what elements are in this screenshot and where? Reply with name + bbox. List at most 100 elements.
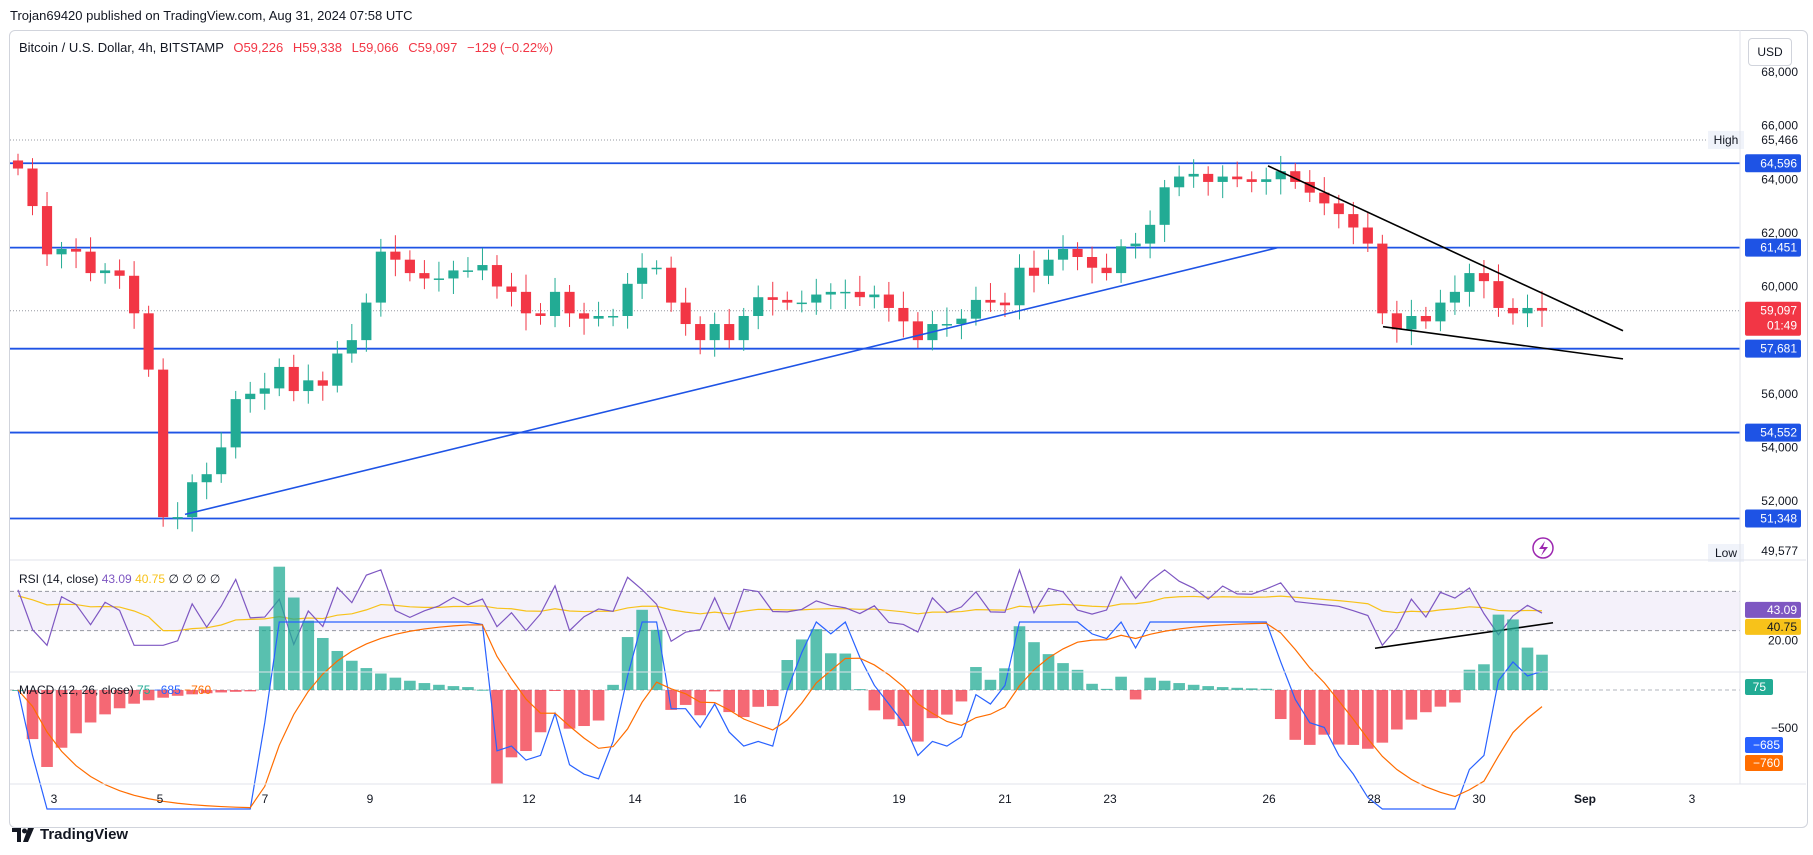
- level-badge-label: 61,451: [1760, 241, 1797, 255]
- macd-histogram-bar: [1202, 686, 1214, 690]
- macd-histogram-bar: [621, 637, 634, 690]
- candle-body: [680, 302, 691, 325]
- candle-body: [230, 399, 241, 448]
- candle-body: [1435, 302, 1446, 322]
- macd-histogram-bar: [1303, 690, 1316, 745]
- lightning-bolt-icon: [1539, 541, 1548, 556]
- macd-histogram-bar: [984, 679, 997, 690]
- macd-histogram-bar: [418, 683, 431, 690]
- candle-body: [1086, 257, 1098, 268]
- currency-button[interactable]: USD: [1748, 38, 1792, 66]
- legend-low: L59,066: [351, 40, 399, 55]
- time-axis-label: 9: [367, 792, 374, 806]
- candle-body: [709, 324, 720, 341]
- macd-histogram-bar: [592, 690, 605, 721]
- tradingview-logo[interactable]: TradingView: [12, 826, 128, 843]
- macd-histogram-bar: [171, 690, 184, 696]
- macd-histogram-bar: [926, 690, 939, 719]
- macd-hist-badge-label: 75: [1753, 680, 1767, 694]
- macd-histogram-bar: [1274, 690, 1287, 720]
- candle-body: [1536, 307, 1548, 311]
- macd-histogram-bar: [1028, 642, 1040, 690]
- macd-histogram-bar: [302, 620, 315, 690]
- macd-histogram-bar: [1391, 690, 1403, 730]
- macd-histogram-bar: [1086, 683, 1098, 690]
- macd-signal-badge-label: −760: [1753, 756, 1780, 770]
- high-label: High: [1714, 133, 1739, 147]
- candle-body: [1043, 259, 1054, 276]
- ascending-trendline: [184, 246, 1279, 516]
- candle-body: [520, 291, 532, 314]
- candle-body: [985, 299, 996, 303]
- macd-histogram-bar: [1071, 669, 1084, 690]
- macd-histogram-bar: [723, 690, 736, 713]
- candle-body: [869, 294, 880, 298]
- price-tick-label: 66,000: [1761, 119, 1798, 133]
- macd-histogram-bar: [360, 668, 373, 690]
- symbol-name: Bitcoin / U.S. Dollar, 4h, BITSTAMP: [19, 40, 224, 55]
- rsi-na-values: ∅ ∅ ∅ ∅: [168, 572, 221, 586]
- macd-histogram-bar: [854, 689, 866, 691]
- candle-body: [1493, 281, 1504, 308]
- macd-histogram-bar: [1449, 690, 1461, 703]
- macd-histogram-bar: [113, 690, 126, 709]
- macd-histogram-bar: [1231, 687, 1244, 690]
- rsi-ma-badge: [1745, 618, 1801, 635]
- candle-body: [1188, 173, 1199, 177]
- candle-body: [317, 380, 328, 386]
- candle-body: [259, 388, 270, 394]
- candle-body: [56, 248, 67, 255]
- macd-histogram-bar: [462, 687, 474, 690]
- candle-body: [27, 168, 38, 207]
- macd-histogram-bar: [1144, 677, 1156, 690]
- candle-body: [477, 265, 488, 271]
- rsi-label: RSI (14, close): [19, 572, 99, 586]
- macd-hist-badge: [1745, 679, 1773, 695]
- macd-histogram-bar: [578, 690, 590, 727]
- current-price-label: 59,097: [1760, 304, 1797, 318]
- macd-histogram-bar: [215, 690, 228, 693]
- level-badge-label: 57,681: [1760, 342, 1797, 356]
- candle-body: [506, 286, 517, 292]
- candle-body: [593, 315, 604, 319]
- macd-histogram-bar: [766, 690, 779, 707]
- candle-body: [1232, 176, 1243, 180]
- macd-legend: MACD (12, 26, close) 75 −685 −760: [19, 683, 211, 697]
- candle-body: [12, 160, 24, 169]
- macd-histogram-bar: [549, 690, 561, 691]
- time-axis-label: 21: [998, 792, 1012, 806]
- current-price-badge: [1745, 301, 1801, 336]
- descending-wedge-lower-line: [1382, 325, 1624, 360]
- candle-body: [1217, 176, 1228, 182]
- candle-body: [883, 294, 894, 308]
- macd-histogram-bar: [244, 690, 257, 692]
- macd-histogram-bar: [563, 690, 576, 729]
- candle-body: [375, 251, 386, 303]
- macd-histogram-bar: [1492, 614, 1505, 690]
- macd-line-badge-label: −685: [1753, 738, 1780, 752]
- rsi-ma-line: [17, 595, 1543, 632]
- macd-histogram-bar: [1129, 690, 1142, 700]
- macd-histogram-bar: [795, 639, 808, 690]
- level-badge: [1745, 423, 1801, 442]
- macd-signal-line: [17, 622, 1543, 809]
- candle-body: [1203, 173, 1214, 182]
- candle-body: [216, 447, 227, 475]
- legend-high: H59,338: [292, 40, 342, 55]
- candle-body: [1464, 273, 1475, 292]
- candle-body: [840, 291, 851, 294]
- macd-histogram-bar: [1013, 626, 1026, 690]
- macd-histogram-bar: [679, 690, 692, 705]
- price-tick-label: 54,000: [1761, 440, 1798, 454]
- candle-body: [346, 340, 357, 354]
- time-axis-label: 23: [1103, 792, 1117, 806]
- macd-histogram-bar: [912, 690, 924, 742]
- candle-body: [695, 324, 706, 341]
- price-tick-label: 68,000: [1761, 65, 1798, 79]
- macd-histogram-bar: [476, 689, 489, 691]
- macd-histogram-bar: [505, 690, 518, 758]
- candle-body: [724, 324, 735, 341]
- candle-body: [1507, 307, 1519, 314]
- macd-histogram-bar: [99, 690, 111, 715]
